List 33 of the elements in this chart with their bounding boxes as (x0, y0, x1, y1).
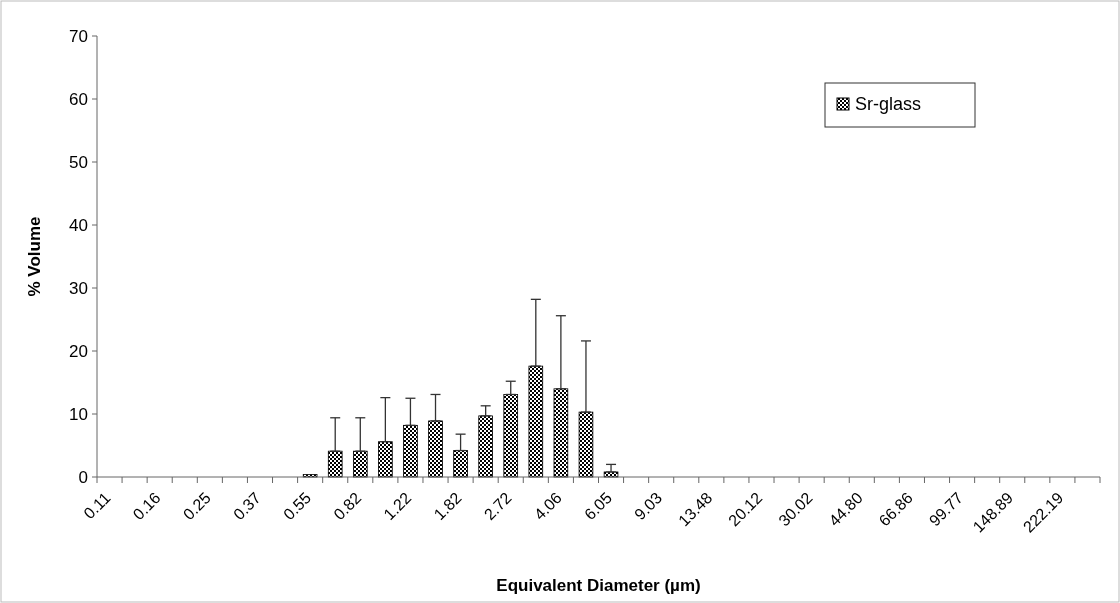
y-tick-label: 70 (69, 26, 88, 46)
bar (453, 450, 468, 478)
x-tick-label: 1.82 (430, 488, 465, 524)
bar (403, 424, 418, 478)
x-tick-label: 4.06 (530, 488, 565, 524)
x-tick-label: 0.37 (229, 488, 265, 524)
x-tick-label: 0.25 (179, 488, 214, 524)
y-tick-label: 50 (69, 152, 88, 172)
bar (503, 394, 519, 478)
y-tick-label: 40 (69, 215, 88, 235)
y-tick-label: 0 (78, 467, 88, 487)
x-tick-label: 1.22 (380, 488, 415, 524)
bar (327, 450, 343, 478)
bar (528, 365, 544, 478)
bar (578, 411, 594, 478)
x-tick-label: 0.11 (80, 488, 114, 523)
x-tick-label: 0.55 (280, 488, 315, 524)
y-tick-label: 20 (69, 341, 88, 361)
y-tick-label: 30 (69, 278, 88, 298)
bar (553, 388, 569, 478)
x-tick-label: 0.82 (330, 488, 365, 524)
y-tick-label: 10 (69, 404, 88, 424)
bar (378, 441, 393, 478)
x-tick-label: 0.16 (129, 488, 164, 524)
bar (352, 450, 368, 478)
x-tick-label: 9.03 (631, 488, 666, 524)
legend-label: Sr-glass (855, 94, 922, 115)
y-tick-label: 60 (69, 89, 88, 109)
bar (428, 420, 443, 478)
x-tick-label: 6.05 (581, 488, 616, 524)
y-axis-title: % Volume (25, 216, 44, 297)
bar (478, 415, 493, 478)
x-axis-title: Equivalent Diameter (µm) (496, 576, 701, 595)
